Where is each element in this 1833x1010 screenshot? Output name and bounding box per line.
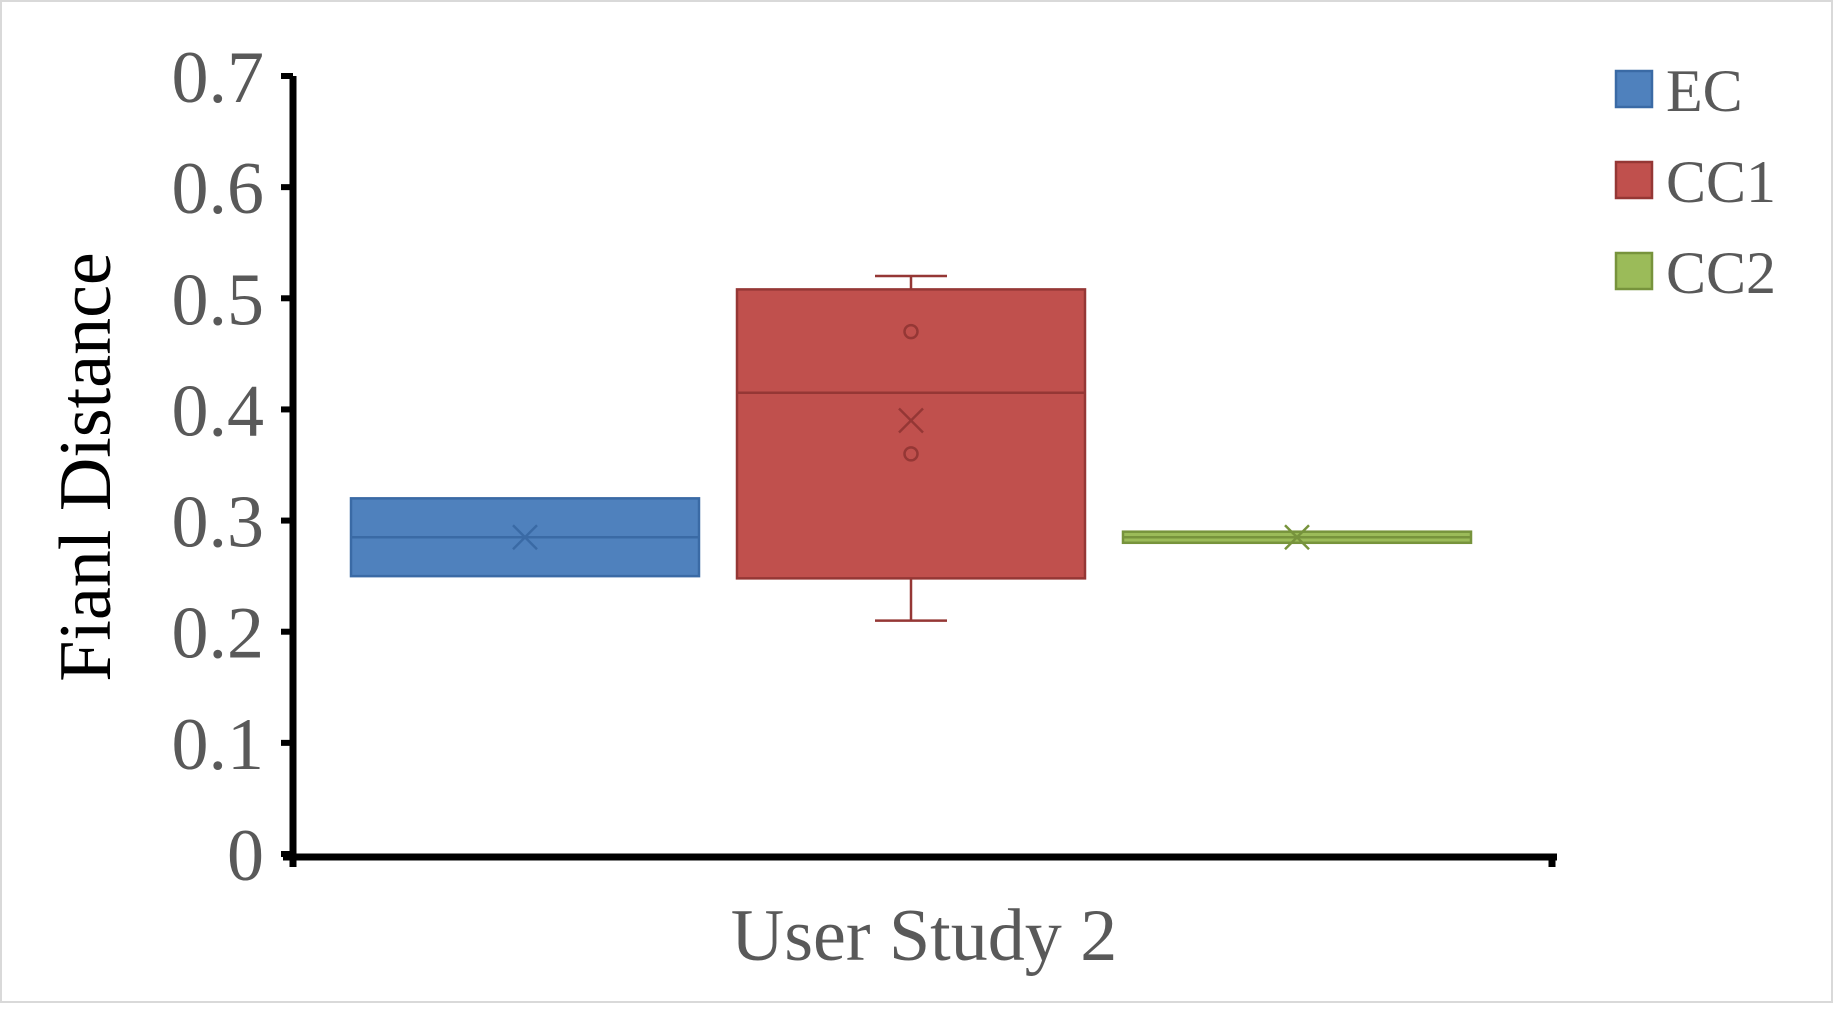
y-axis-label: Fianl Distance bbox=[45, 252, 127, 682]
mean-marker bbox=[1284, 524, 1310, 551]
y-tick-label: 0.4 bbox=[172, 370, 265, 452]
y-tick-label: 0 bbox=[227, 815, 264, 897]
box-iqr bbox=[735, 288, 1087, 580]
legend-swatch-cc2 bbox=[1614, 251, 1654, 291]
y-ticks-layer: 0 0.1 0.2 0.3 0.4 0.5 0.6 0.7 bbox=[172, 37, 293, 897]
y-tick-label: 0.1 bbox=[172, 704, 265, 786]
y-tick-label: 0.7 bbox=[172, 37, 265, 119]
axes-layer bbox=[283, 76, 1557, 867]
x-axis-label: User Study 2 bbox=[731, 895, 1117, 977]
legend: EC CC1 CC2 bbox=[1614, 58, 1776, 306]
legend-label-cc2: CC2 bbox=[1666, 240, 1776, 306]
box-cc1 bbox=[735, 274, 1087, 622]
legend-label-ec: EC bbox=[1666, 58, 1743, 124]
legend-label-cc1: CC1 bbox=[1666, 149, 1776, 215]
boxes-layer bbox=[349, 274, 1473, 622]
mean-marker bbox=[512, 524, 538, 551]
y-tick-label: 0.3 bbox=[172, 482, 265, 564]
box-cc2 bbox=[1121, 524, 1473, 551]
legend-swatch-cc1 bbox=[1614, 160, 1654, 200]
legend-swatch-ec bbox=[1614, 69, 1654, 109]
outlier-point bbox=[903, 323, 919, 340]
y-tick-label: 0.2 bbox=[172, 593, 265, 675]
y-tick-label: 0.5 bbox=[172, 259, 265, 341]
outlier-point bbox=[903, 446, 919, 462]
y-tick-label: 0.6 bbox=[172, 148, 265, 230]
box-ec bbox=[349, 497, 701, 578]
mean-marker bbox=[898, 407, 924, 434]
